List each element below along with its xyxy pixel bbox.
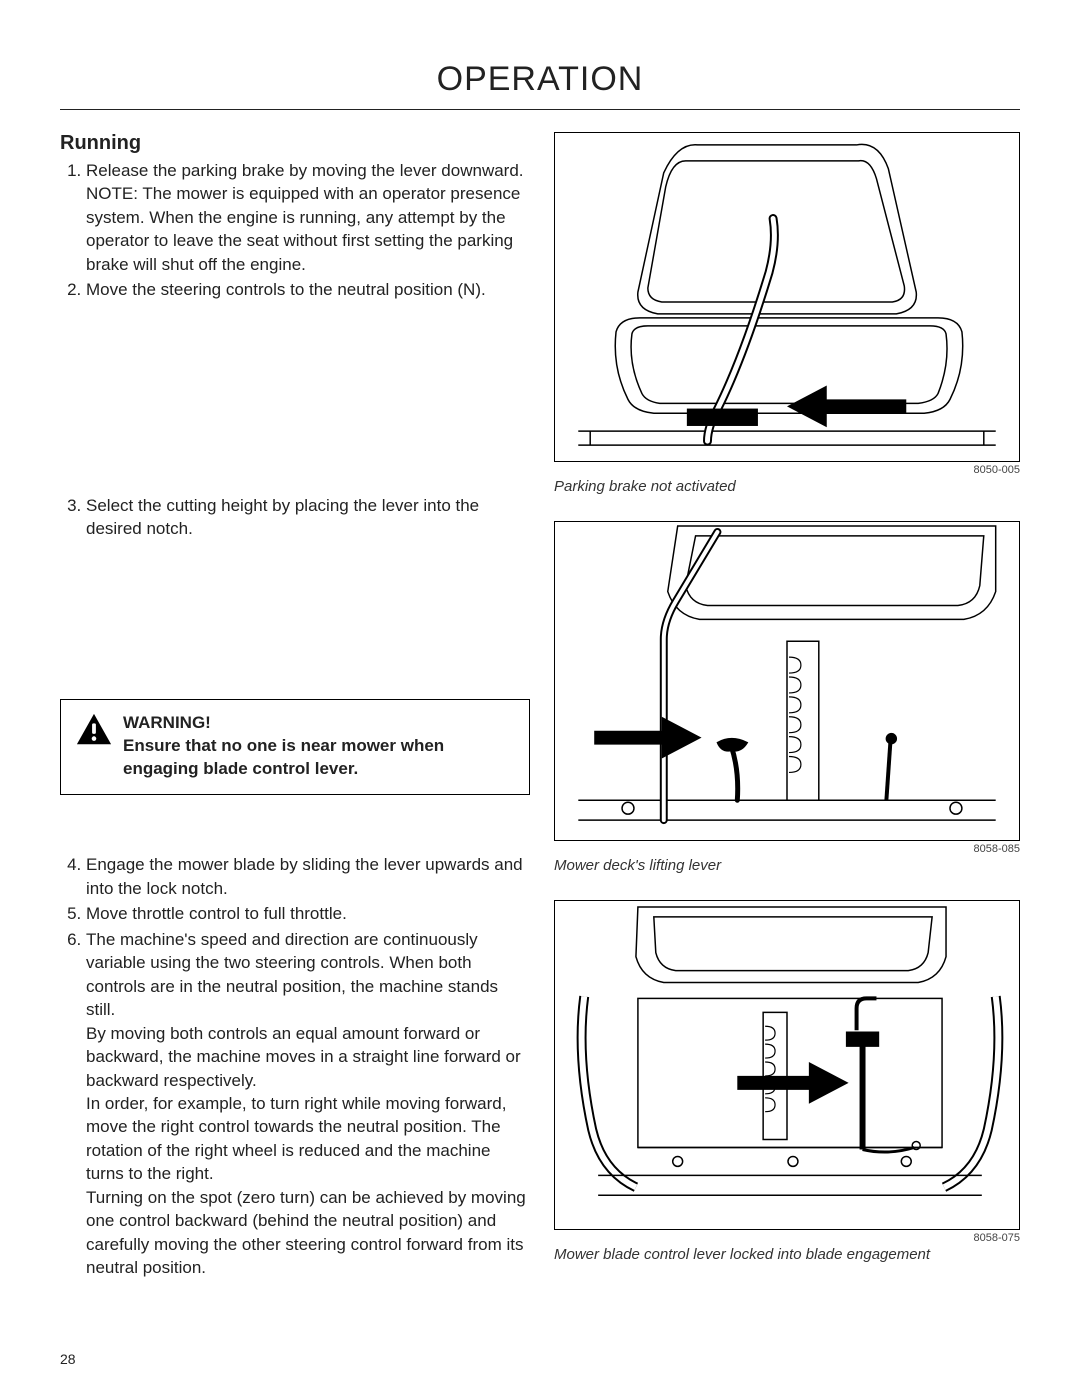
step-4: Engage the mower blade by sliding the le… (86, 853, 530, 900)
step-6: The machine's speed and direction are co… (86, 928, 530, 1280)
warning-box: WARNING! Ensure that no one is near mowe… (60, 699, 530, 796)
spacer-2 (60, 543, 530, 689)
spacer-3 (60, 795, 530, 853)
warning-triangle-icon (75, 712, 113, 746)
steps-list-3: Engage the mower blade by sliding the le… (60, 853, 530, 1279)
step-6-p1: The machine's speed and direction are co… (86, 930, 498, 1019)
figure-1-number: 8050-005 (554, 464, 1020, 476)
figure-1-illustration (554, 132, 1020, 462)
figure-blade-lever: 8058-075 Mower blade control lever locke… (554, 900, 1020, 1263)
page-title: OPERATION (60, 60, 1020, 109)
figure-2-illustration (554, 521, 1020, 841)
warning-title: WARNING! (123, 713, 211, 732)
steps-list-1: Release the parking brake by moving the … (60, 159, 530, 302)
spacer-1 (60, 304, 530, 494)
step-6-p3: In order, for example, to turn right whi… (86, 1092, 530, 1186)
figure-3-caption: Mower blade control lever locked into bl… (554, 1246, 1020, 1263)
section-heading-running: Running (60, 132, 530, 155)
step-5: Move throttle control to full throttle. (86, 902, 530, 925)
figure-3-illustration (554, 900, 1020, 1230)
figure-1-caption: Parking brake not activated (554, 478, 1020, 495)
right-column: 8050-005 Parking brake not activated (554, 132, 1020, 1282)
step-1-text: Release the parking brake by moving the … (86, 161, 524, 180)
warning-body: Ensure that no one is near mower when en… (123, 736, 444, 778)
steps-list-2: Select the cutting height by placing the… (60, 494, 530, 541)
step-1: Release the parking brake by moving the … (86, 159, 530, 276)
step-6-p4: Turning on the spot (zero turn) can be a… (86, 1186, 530, 1280)
step-1-note: NOTE: The mower is equipped with an oper… (86, 182, 530, 276)
figure-lifting-lever: 8058-085 Mower deck's lifting lever (554, 521, 1020, 874)
figure-parking-brake: 8050-005 Parking brake not activated (554, 132, 1020, 495)
step-2: Move the steering controls to the neutra… (86, 278, 530, 301)
step-6-p2: By moving both controls an equal amount … (86, 1022, 530, 1092)
figure-3-number: 8058-075 (554, 1232, 1020, 1244)
two-column-layout: Running Release the parking brake by mov… (60, 132, 1020, 1282)
left-column: Running Release the parking brake by mov… (60, 132, 530, 1282)
figure-2-number: 8058-085 (554, 843, 1020, 855)
page-number: 28 (60, 1351, 76, 1367)
title-rule (60, 109, 1020, 110)
figure-2-caption: Mower deck's lifting lever (554, 857, 1020, 874)
step-3: Select the cutting height by placing the… (86, 494, 530, 541)
warning-text: WARNING! Ensure that no one is near mowe… (123, 712, 515, 781)
